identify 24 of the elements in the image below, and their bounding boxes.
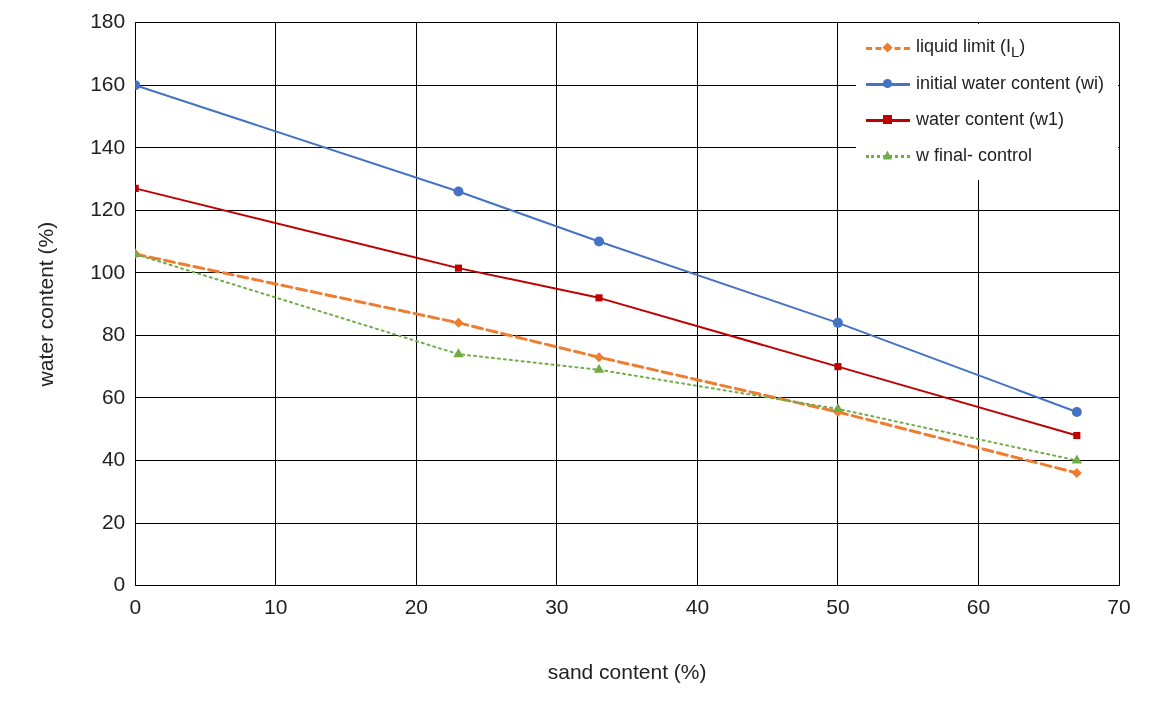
y-tick-label: 180 bbox=[90, 9, 126, 33]
legend-label: w final- control bbox=[915, 145, 1032, 167]
legend-label: water content (w1) bbox=[915, 109, 1064, 131]
legend-label: initial water content (wi) bbox=[915, 73, 1104, 95]
y-tick-label: 120 bbox=[90, 197, 126, 221]
y-tick-label: 100 bbox=[90, 259, 126, 283]
x-tick-label: 50 bbox=[826, 595, 850, 618]
y-tick-label: 0 bbox=[113, 572, 126, 596]
x-tick-label: 30 bbox=[545, 595, 569, 618]
legend-label: liquid limit (I$_{L}$) bbox=[915, 35, 1026, 60]
y-tick-label: 20 bbox=[101, 509, 126, 533]
x-tick-label: 40 bbox=[685, 595, 710, 618]
y-tick-label: 60 bbox=[101, 384, 126, 408]
x-tick-label: 70 bbox=[1107, 595, 1131, 618]
y-tick-label: 140 bbox=[90, 134, 126, 158]
x-tick-label: 10 bbox=[264, 595, 288, 618]
y-tick-label: 80 bbox=[101, 322, 126, 346]
x-tick-label: 20 bbox=[404, 595, 428, 618]
y-tick-label: 40 bbox=[101, 447, 126, 471]
x-axis-title: sand content (%) bbox=[547, 660, 707, 684]
y-tick-label: 160 bbox=[90, 71, 126, 95]
x-tick-label: 60 bbox=[966, 595, 991, 618]
x-tick-label: 0 bbox=[129, 595, 142, 618]
y-axis-title: water content (%) bbox=[34, 221, 58, 388]
